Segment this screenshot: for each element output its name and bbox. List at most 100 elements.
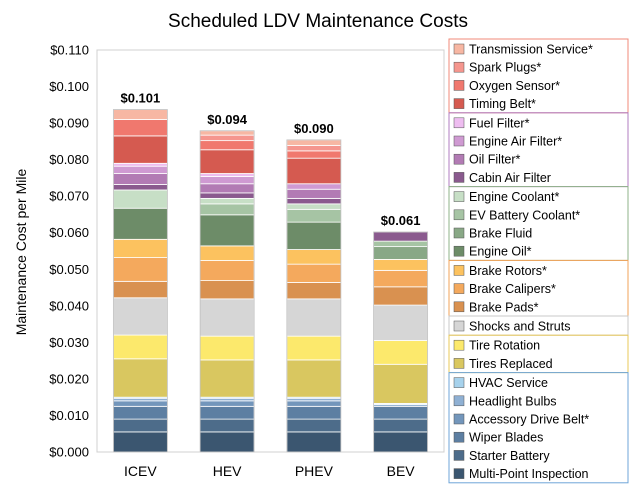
bar-segment — [286, 400, 342, 407]
legend-swatch — [453, 61, 465, 73]
y-tick-label: $0.040 — [49, 298, 89, 313]
legend-swatch — [453, 413, 465, 425]
bar-segment — [373, 240, 429, 248]
bar-segment — [286, 183, 342, 190]
legend-label: Headlight Bulbs — [469, 394, 557, 408]
legend-label: EV Battery Coolant* — [469, 208, 580, 222]
x-axis-categories: ICEV HEV PHEV BEV — [124, 463, 415, 479]
legend-label: Brake Pads* — [469, 300, 539, 314]
bar-segment — [286, 221, 342, 250]
bar-segment — [373, 431, 429, 453]
bar-segment — [286, 282, 342, 300]
legend-swatch — [453, 377, 465, 388]
bar-segment — [286, 139, 342, 146]
bar-segment — [199, 183, 255, 194]
bar-segment — [112, 162, 168, 167]
bar-segment — [373, 340, 429, 365]
chart-title: Scheduled LDV Maintenance Costs — [168, 11, 468, 32]
bar-segment — [286, 150, 342, 159]
bar-segment — [199, 431, 255, 453]
bar-total-label: $0.061 — [381, 213, 421, 228]
bar-segment — [199, 173, 255, 177]
legend-swatch — [453, 320, 465, 332]
bar-segment — [199, 130, 255, 136]
legend-swatch — [453, 431, 465, 443]
y-tick-label: $0.110 — [50, 43, 89, 58]
bar-segment — [199, 245, 255, 261]
bar-segment — [112, 135, 168, 164]
legend-swatch — [453, 117, 465, 129]
y-tick-label: $0.000 — [49, 445, 89, 460]
bar-segment — [199, 192, 255, 199]
bar-segment — [199, 140, 255, 151]
bar-segment — [286, 263, 342, 283]
bar-outline — [199, 130, 255, 453]
bar-segment — [199, 134, 255, 142]
legend-swatch — [453, 395, 465, 407]
legend-label: Brake Fluid — [469, 227, 532, 241]
bar-total-label: $0.101 — [120, 91, 160, 106]
bar-segment — [286, 197, 342, 205]
legend-label: Spark Plugs* — [469, 61, 541, 75]
bar-segment — [286, 298, 342, 337]
bar-segment — [112, 207, 168, 240]
legend-swatch — [453, 283, 465, 294]
bar-segment — [112, 358, 168, 398]
legend-swatch — [453, 450, 465, 461]
bar-segment — [199, 260, 255, 282]
legend-swatch — [453, 468, 465, 479]
y-tick-label: $0.050 — [49, 262, 89, 277]
bar-segment — [112, 400, 168, 407]
bar-segment — [199, 203, 255, 216]
y-axis-label: Maintenance Cost per Mile — [13, 169, 29, 336]
legend-swatch — [453, 191, 465, 202]
bar-segment — [373, 286, 429, 306]
bar-segment — [112, 119, 168, 137]
bar-segment — [286, 157, 342, 185]
legend-label: Accessory Drive Belt* — [469, 413, 589, 427]
legend-swatch — [453, 153, 465, 165]
y-tick-label: $0.100 — [49, 79, 89, 94]
legend: Transmission Service* Spark Plugs* Oxygen … — [448, 38, 629, 484]
bar-total-label: $0.094 — [207, 112, 248, 127]
legend-swatch — [453, 209, 465, 221]
bar-segment — [286, 359, 342, 398]
legend-label: Oil Filter* — [469, 153, 521, 167]
legend-swatch — [453, 265, 465, 276]
bar-segment — [112, 109, 168, 120]
bar-segment — [199, 197, 255, 205]
bar-segment — [112, 238, 168, 258]
bar-outline — [112, 109, 168, 453]
bar-segment — [373, 259, 429, 271]
legend-label: Engine Oil* — [469, 245, 532, 259]
bar-segment — [286, 144, 342, 152]
bar-segment — [373, 231, 429, 242]
bar-segment — [373, 246, 429, 260]
legend-label: Shocks and Struts — [469, 320, 570, 334]
x-category-label: ICEV — [124, 463, 157, 479]
x-category-label: BEV — [387, 463, 416, 479]
bar-segment — [199, 359, 255, 398]
bar-outline — [286, 139, 342, 453]
legend-label: Timing Belt* — [469, 97, 536, 111]
bar-segment — [112, 257, 168, 282]
y-tick-label: $0.060 — [49, 225, 89, 240]
y-tick-label: $0.010 — [49, 408, 89, 423]
bar-segment — [373, 418, 429, 433]
legend-label: Starter Battery — [469, 449, 550, 463]
bar-segment — [373, 304, 429, 341]
bar-segment — [199, 400, 255, 407]
y-tick-label: $0.020 — [49, 371, 89, 386]
bar-segment — [199, 418, 255, 433]
bar-totals: $0.101 $0.094 $0.090 $0.061 — [120, 91, 420, 228]
bar-segment — [286, 431, 342, 453]
bar-segment — [199, 280, 255, 300]
bar-segment — [112, 165, 168, 174]
legend-label: Fuel Filter* — [469, 116, 530, 130]
legend-swatch — [453, 339, 465, 351]
bar-segment — [286, 335, 342, 361]
bar-segment — [373, 269, 429, 288]
bar-segment — [112, 189, 168, 209]
legend-label: Engine Coolant* — [469, 190, 559, 204]
